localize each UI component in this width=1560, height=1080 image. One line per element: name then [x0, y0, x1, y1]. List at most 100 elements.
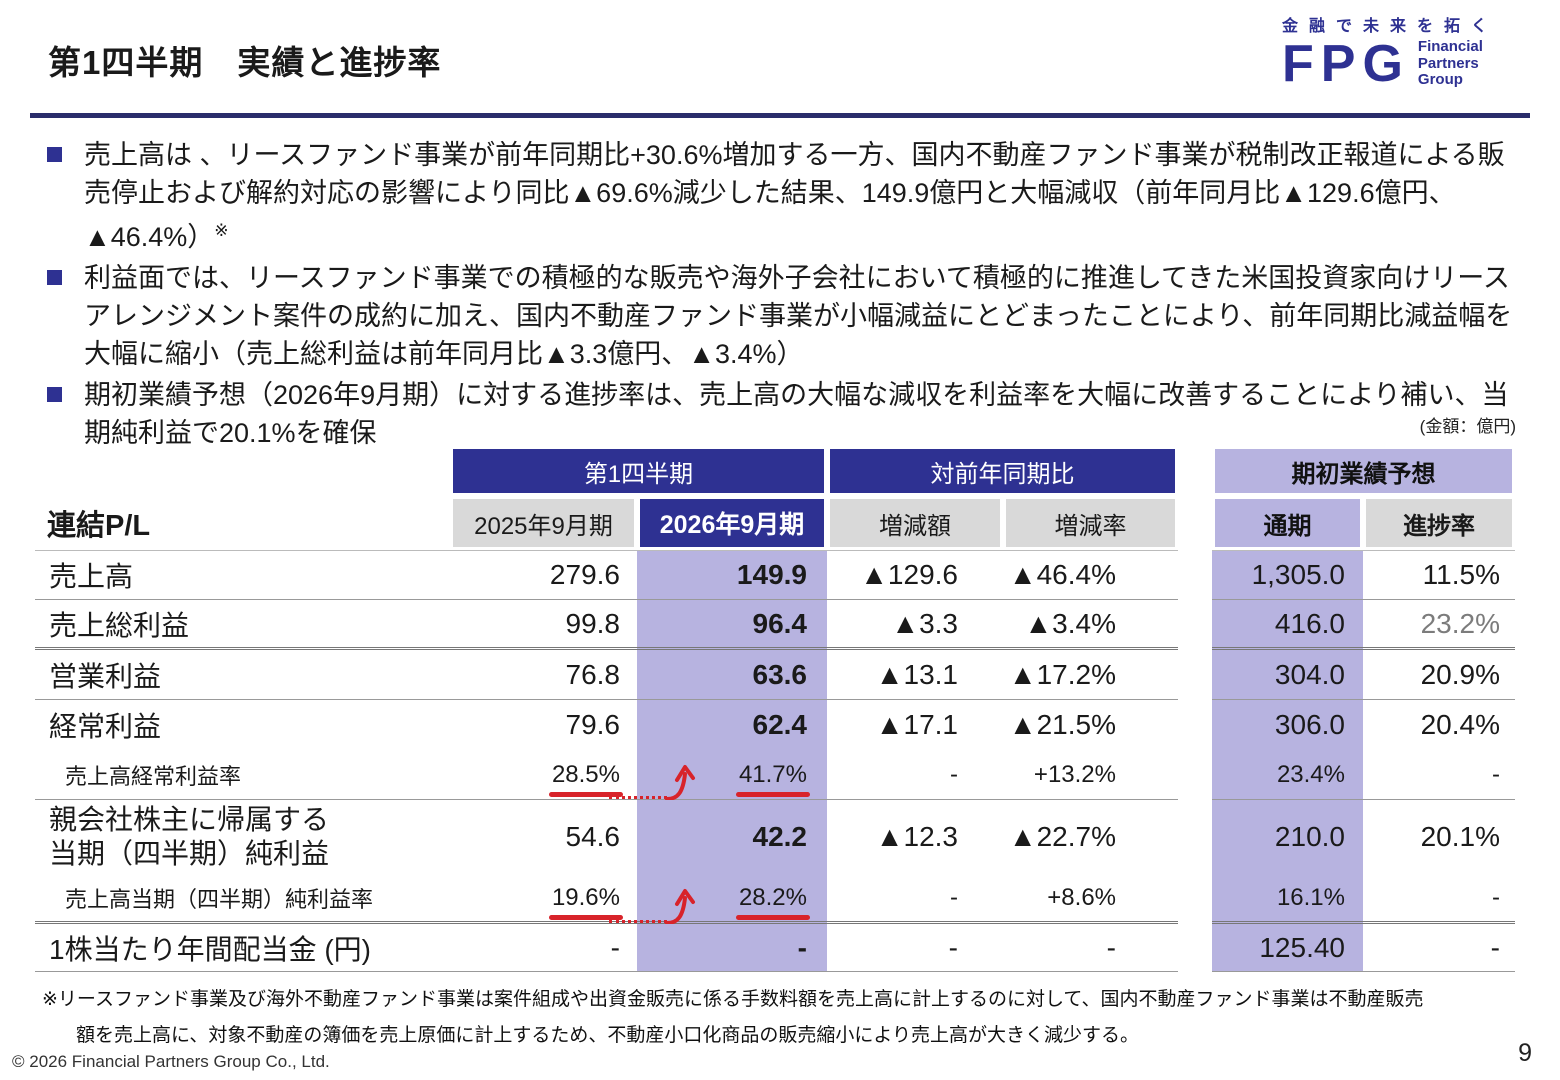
cell-curr: 42.2 [637, 800, 827, 874]
column-header-diff-rate: 増減率 [1003, 496, 1178, 550]
table-row: 売上高当期（四半期）純利益率 19.6% 28.2% - +8.6% 16.1% - [35, 874, 1515, 925]
table-row: 売上総利益 99.8 96.4 ▲3.3 ▲3.4% 416.0 23.2% [35, 600, 1515, 650]
cell-prev: 19.6% [450, 874, 637, 924]
cell-diff-amount: - [827, 874, 1003, 924]
cell-diff-amount: - [827, 750, 1003, 800]
cell-full-year: 304.0 [1212, 650, 1363, 700]
trend-up-arrow-icon [665, 889, 695, 925]
spacer [1178, 874, 1212, 924]
cell-progress: 20.1% [1420, 821, 1500, 852]
cell-curr: 41.7% [637, 750, 827, 800]
page-number: 9 [1518, 1039, 1532, 1067]
logo-name-line: Partners [1417, 54, 1479, 72]
fpg-logo: 金融で未来を拓く FPG Financial Partners Group [1282, 12, 1522, 90]
cell-curr: 62.4 [637, 700, 827, 750]
group-header-yoy: 対前年同期比 [827, 446, 1178, 496]
table-row: 売上高経常利益率 28.5% 41.7% - +13.2% 23.4% - [35, 750, 1515, 801]
spacer [1178, 650, 1212, 700]
cell-prev: 76.8 [450, 650, 637, 700]
cell-full-year: 23.4% [1212, 750, 1363, 800]
trend-dotted-line [609, 920, 667, 923]
spacer [1178, 800, 1212, 874]
cell-progress: - [1363, 874, 1515, 924]
cell-prev: 99.8 [450, 600, 637, 650]
cell-curr: - [637, 924, 827, 972]
trend-dotted-line [609, 796, 667, 799]
pl-table: 第1四半期 対前年同期比 期初業績予想 連結P/L 2025年9月期 2026年… [35, 446, 1515, 972]
cell-diff-amount: ▲13.1 [827, 650, 1003, 700]
bullet-text: 利益面では、リースファンド事業での積極的な販売や海外子会社において積極的に推進し… [84, 263, 1513, 369]
corner-spacer [35, 446, 450, 496]
row-label: 営業利益 [35, 650, 450, 700]
cell-progress: - [1363, 924, 1515, 972]
unit-note: (金額：億円) [1419, 417, 1516, 436]
column-header-full-year: 通期 [1212, 496, 1363, 550]
bullet-item: 利益面では、リースファンド事業での積極的な販売や海外子会社において積極的に推進し… [0, 259, 1560, 373]
cell-diff-rate: - [1003, 924, 1178, 972]
cell-diff-rate: ▲22.7% [1008, 821, 1116, 852]
cell-diff-rate: ▲17.2% [1003, 650, 1178, 700]
cell-full-year: 125.40 [1212, 924, 1363, 972]
cell-diff-rate: ▲21.5% [1008, 709, 1116, 740]
column-header-progress: 進捗率 [1363, 496, 1515, 550]
bullet-square-icon [47, 270, 62, 285]
cell-prev: 28.5% [450, 750, 637, 800]
spacer [1178, 496, 1212, 550]
cell-diff-rate: +13.2% [1003, 750, 1178, 800]
cell-prev: - [450, 924, 637, 972]
table-row: 経常利益 79.6 62.4 ▲17.1 ▲21.5% 306.0 20.4% [35, 700, 1515, 750]
spacer [1178, 600, 1212, 650]
bullet-square-icon [47, 147, 62, 162]
footnote-marker: ※ [214, 221, 229, 240]
copyright: © 2026 Financial Partners Group Co., Ltd… [12, 1052, 330, 1071]
table-column-header-row: 連結P/L 2025年9月期 2026年9月期 増減額 増減率 通期 進捗率 [35, 496, 1515, 550]
column-header-curr: 2026年9月期 [637, 496, 827, 550]
cell-curr: 96.4 [637, 600, 827, 650]
footnote-line: 額を売上高に、対象不動産の簿価を売上原価に計上するため、不動産小口化商品の販売縮… [76, 1025, 1140, 1047]
trend-up-arrow-icon [665, 765, 695, 801]
cell-progress: 11.5% [1363, 550, 1515, 600]
cell-diff-rate: ▲46.4% [1003, 550, 1178, 600]
cell-progress: 23.2% [1363, 600, 1515, 650]
cell-diff-amount: ▲12.3 [875, 821, 958, 852]
cell-curr: 149.9 [637, 550, 827, 600]
page-title: 第1四半期 実績と進捗率 [48, 44, 442, 81]
table-row: 親会社株主に帰属する 当期（四半期）純利益 54.6 42.2 ▲12.3 ▲22.7% 2… [35, 800, 1515, 874]
cell-curr: 63.6 [637, 650, 827, 700]
cell-prev: 54.6 [565, 821, 621, 852]
spacer [1178, 446, 1212, 496]
group-header-q1: 第1四半期 [450, 446, 827, 496]
table-group-header-row: 第1四半期 対前年同期比 期初業績予想 [35, 446, 1515, 496]
logo-company-name: Financial Partners Group [1417, 38, 1483, 89]
spacer [1178, 924, 1212, 972]
row-label: 1株当たり年間配当金 (円) [35, 924, 450, 972]
logo-tagline: 金融で未来を拓く [1282, 18, 1499, 35]
cell-diff-amount: ▲17.1 [875, 709, 958, 740]
bullet-text: 期初業績予想（2026年9月期）に対する進捗率は、売上高の大幅な減収を利益率を大… [84, 380, 1509, 448]
column-header-prev: 2025年9月期 [450, 496, 637, 550]
cell-diff-rate: ▲3.4% [1003, 600, 1178, 650]
cell-progress: 20.4% [1420, 709, 1500, 740]
title-divider [30, 113, 1530, 118]
bullet-square-icon [47, 387, 62, 402]
row-label: 売上高当期（四半期）純利益率 [35, 874, 450, 924]
logo-name-line: Group [1417, 71, 1463, 89]
group-header-forecast: 期初業績予想 [1212, 446, 1515, 496]
bullet-text: 売上高は 、リースファンド事業が前年同期比+30.6%増加する一方、国内不動産フ… [84, 140, 1505, 252]
table-row: 営業利益 76.8 63.6 ▲13.1 ▲17.2% 304.0 20.9% [35, 650, 1515, 700]
row-label: 親会社株主に帰属する 当期（四半期）純利益 [49, 803, 330, 869]
row-label: 売上高経常利益率 [35, 750, 450, 800]
cell-prev: 79.6 [565, 709, 621, 740]
spacer [1178, 750, 1212, 800]
summary-bullets: 売上高は 、リースファンド事業が前年同期比+30.6%増加する一方、国内不動産フ… [0, 136, 1560, 455]
row-label: 売上高 [35, 550, 450, 600]
table-row: 売上高 279.6 149.9 ▲129.6 ▲46.4% 1,305.0 11.5% [35, 550, 1515, 600]
table-row: 1株当たり年間配当金 (円) - - - -125.40- [35, 924, 1515, 972]
spacer [1178, 550, 1212, 600]
cell-full-year: 306.0 [1212, 700, 1363, 750]
row-label: 経常利益 [49, 711, 162, 742]
column-header-diff-amount: 増減額 [827, 496, 1003, 550]
cell-progress: - [1363, 750, 1515, 800]
table-body: 売上高 279.6 149.9 ▲129.6 ▲46.4% 1,305.0 11.5% 売上総… [35, 550, 1515, 972]
